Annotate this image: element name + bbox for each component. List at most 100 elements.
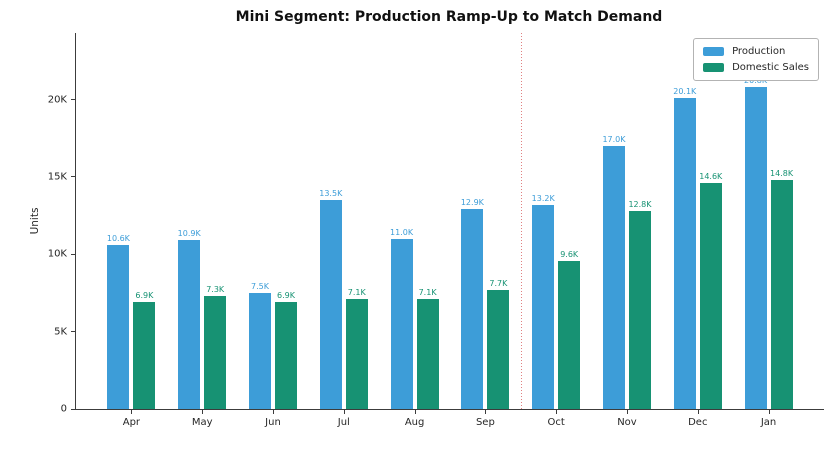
production-bar: 20.1K: [673, 87, 696, 409]
bar-value-label: 6.9K: [135, 291, 154, 301]
domestic-sales-bar: 7.1K: [416, 288, 439, 409]
bar-pair: 13.2K 9.6K: [532, 194, 581, 409]
category-aug: 11.0K 7.1K Aug: [379, 33, 450, 428]
bar-value-label: 13.5K: [319, 189, 343, 199]
category-jul: 13.5K 7.1K Jul: [308, 33, 379, 428]
bar-value-label: 6.9K: [277, 291, 295, 301]
x-tick-mark: [556, 410, 558, 414]
legend-label-domestic-sales: Domestic Sales: [732, 62, 809, 73]
x-tick-mark: [697, 410, 699, 414]
y-tick-mark: [71, 331, 75, 333]
production-bar: 11.0K: [390, 228, 413, 409]
x-tick-label: Oct: [547, 417, 565, 428]
legend: Production Domestic Sales: [693, 38, 819, 81]
x-tick-mark: [272, 410, 274, 414]
bars-container: 10.6K 6.9K Apr 10.9K 7.3K May 7.5K 6.9K Jun 13.5K…: [76, 33, 824, 428]
bar-pair: 20.1K 14.6K: [673, 87, 722, 409]
bar-value-label: 7.7K: [489, 278, 508, 288]
bar-value-label: 14.8K: [770, 169, 794, 178]
production-bar: 10.6K: [107, 234, 130, 409]
domestic-sales-bar: 12.8K: [628, 200, 652, 409]
bar-value-label: 10.6K: [106, 234, 130, 243]
domestic-sales-bar: 6.9K: [133, 291, 156, 409]
bar-value-label: 9.6K: [560, 249, 579, 259]
plot-area: 0 5K 10K 15K 20K 10.6K 6.9K Apr 10.9K 7.3K May 7.5…: [48, 33, 824, 428]
bar-pair: 10.6K 6.9K: [107, 234, 156, 409]
y-tick-label: 5K: [54, 326, 67, 338]
y-tick-label: 15K: [47, 171, 67, 183]
x-tick-mark: [202, 410, 204, 414]
x-tick-mark: [343, 410, 345, 414]
bar-value-label: 14.6K: [699, 172, 723, 182]
bar-value-label: 10.9K: [177, 229, 201, 239]
bar-value-label: 12.8K: [628, 199, 652, 209]
production-bar: 12.9K: [461, 198, 484, 409]
bar-value-label: 7.1K: [347, 288, 366, 298]
y-axis-label: Units: [29, 207, 41, 235]
x-tick-label: Jul: [337, 417, 350, 428]
x-tick-label: Sep: [475, 417, 495, 428]
production-bar: 10.9K: [178, 229, 201, 409]
category-oct: 13.2K 9.6K Oct: [521, 33, 592, 428]
domestic-sales-bar: 9.6K: [558, 250, 581, 409]
bar-pair: 17.0K 12.8K: [602, 135, 652, 409]
category-may: 10.9K 7.3K May: [167, 33, 238, 428]
production-bar: 13.2K: [532, 194, 555, 409]
x-tick-mark: [485, 410, 487, 414]
chart-title: Mini Segment: Production Ramp-Up to Matc…: [235, 9, 663, 25]
y-tick-label: 0: [60, 403, 67, 415]
domestic-sales-bar: 6.9K: [274, 291, 297, 409]
production-bar: 20.8K: [744, 76, 767, 409]
x-tick-label: Dec: [688, 417, 708, 428]
bar-pair: 20.8K14.8K: [744, 76, 793, 409]
category-jun: 7.5K 6.9K Jun: [238, 33, 309, 428]
category-sep: 12.9K 7.7K Sep: [450, 33, 521, 428]
domestic-sales-bar: 7.3K: [204, 285, 227, 409]
x-tick-mark: [626, 410, 628, 414]
category-dec: 20.1K 14.6K Dec: [662, 33, 733, 428]
domestic-sales-bar: 14.8K: [770, 169, 793, 409]
bar-pair: 13.5K 7.1K: [319, 189, 368, 409]
production-bar: 17.0K: [602, 135, 626, 409]
x-tick-label: Nov: [617, 417, 637, 428]
bar-value-label: 13.2K: [531, 193, 555, 203]
bar-value-label: 7.5K: [251, 282, 269, 291]
bar-value-label: 7.3K: [206, 285, 225, 294]
domestic-sales-legend-swatch: [703, 63, 725, 72]
production-bar: 13.5K: [319, 189, 342, 409]
x-tick-label: Apr: [122, 417, 141, 428]
bar-value-label: 12.9K: [460, 198, 484, 208]
legend-item-production: Production: [703, 46, 809, 57]
bar-pair: 12.9K 7.7K: [461, 198, 510, 409]
domestic-sales-bar: 14.6K: [699, 172, 722, 409]
category-nov: 17.0K 12.8K Nov: [592, 33, 663, 428]
bar-pair: 7.5K 6.9K: [248, 282, 297, 409]
x-tick-label: Aug: [404, 417, 425, 428]
y-tick-mark: [71, 176, 75, 178]
domestic-sales-bar: 7.1K: [345, 288, 368, 409]
bar-pair: 10.9K 7.3K: [178, 229, 227, 409]
y-tick-label: 20K: [47, 94, 67, 106]
x-tick-label: Jun: [265, 417, 281, 428]
bar-value-label: 20.1K: [673, 87, 697, 96]
bar-value-label: 17.0K: [602, 135, 626, 144]
y-tick-mark: [71, 408, 75, 410]
production-legend-swatch: [703, 47, 725, 56]
y-tick-mark: [71, 253, 75, 255]
category-apr: 10.6K 6.9K Apr: [96, 33, 167, 428]
legend-item-domestic-sales: Domestic Sales: [703, 62, 809, 73]
bar-pair: 11.0K 7.1K: [390, 228, 439, 409]
x-tick-label: May: [191, 417, 213, 428]
x-tick-mark: [768, 410, 770, 414]
production-bar: 7.5K: [248, 282, 271, 409]
bar-value-label: 7.1K: [418, 288, 437, 298]
forecast-divider-line: [520, 33, 522, 409]
legend-label-production: Production: [732, 46, 786, 57]
x-tick-mark: [414, 410, 416, 414]
x-tick-label: Jan: [760, 417, 777, 428]
domestic-sales-bar: 7.7K: [487, 279, 510, 409]
x-tick-mark: [131, 410, 133, 414]
bar-value-label: 11.0K: [390, 227, 414, 237]
y-tick-mark: [71, 99, 75, 101]
